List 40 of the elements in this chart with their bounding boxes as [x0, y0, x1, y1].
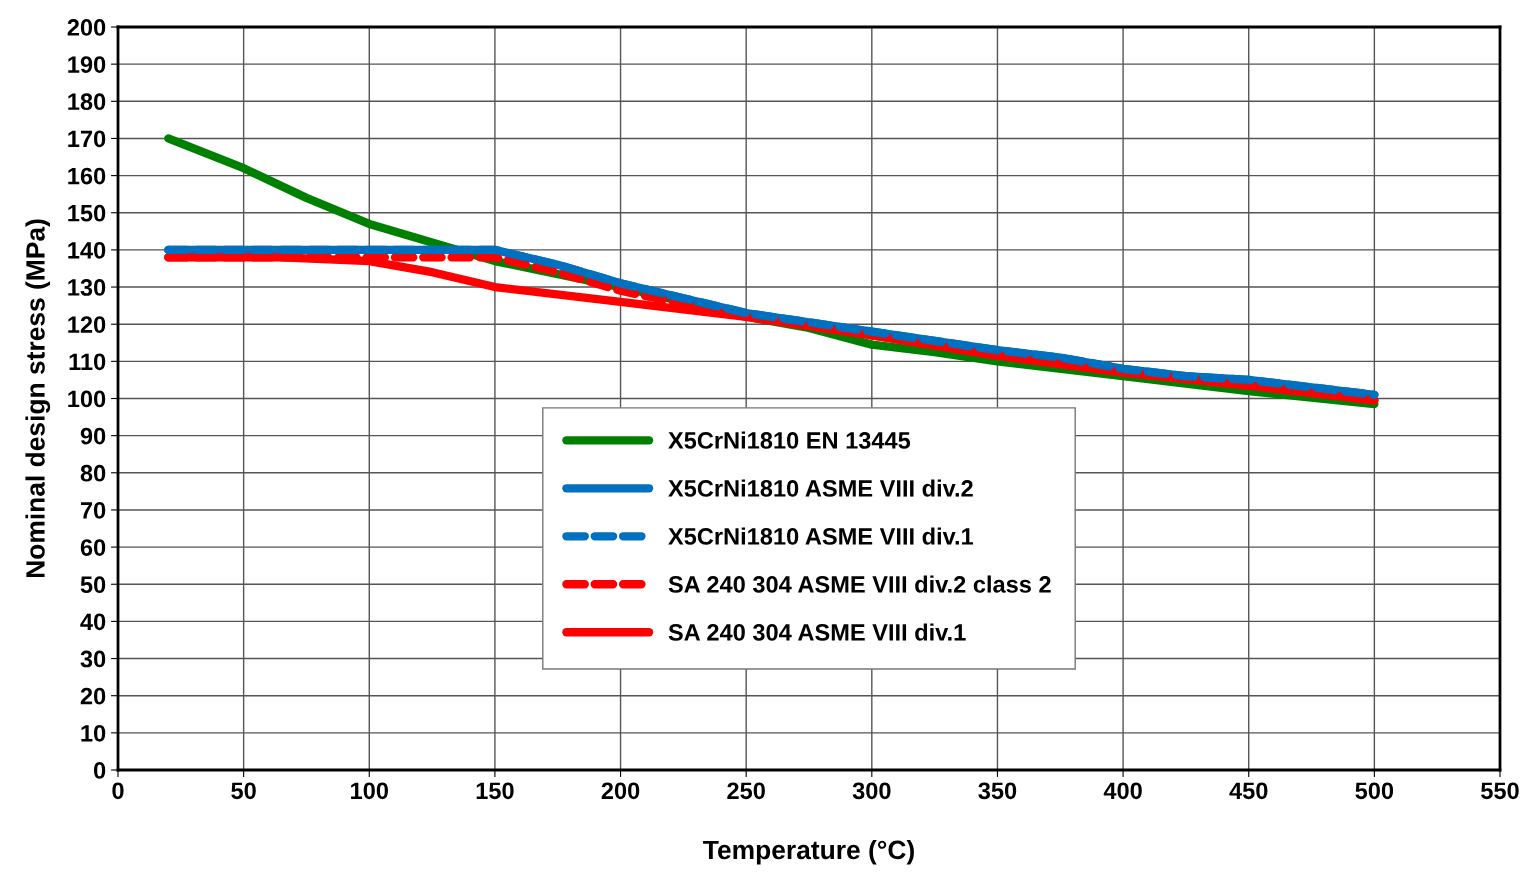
- y-tick-label: 80: [80, 464, 106, 482]
- x-tick-label: 350: [978, 782, 1017, 800]
- legend-label: X5CrNi1810 EN 13445: [668, 431, 911, 449]
- x-tick-label: 500: [1355, 782, 1394, 800]
- legend-label: X5CrNi1810 ASME VIII div.2: [668, 479, 973, 497]
- y-tick-label: 30: [80, 650, 106, 668]
- x-tick-label: 0: [112, 782, 124, 800]
- y-tick-label: 90: [80, 427, 106, 445]
- y-tick-label: 0: [94, 762, 106, 779]
- x-tick-label: 200: [601, 782, 640, 800]
- y-tick-label: 100: [68, 390, 106, 408]
- y-axis-title: Nominal design stress (MPa): [25, 219, 51, 578]
- legend-label: SA 240 304 ASME VIII div.1: [668, 623, 966, 641]
- x-tick-label: 150: [476, 782, 514, 800]
- x-tick-label: 100: [351, 782, 388, 800]
- y-tick-label: 20: [80, 687, 106, 705]
- y-tick-label: 50: [80, 576, 106, 594]
- legend-label: X5CrNi1810 ASME VIII div.1: [668, 527, 974, 545]
- x-tick-label: 550: [1481, 782, 1519, 800]
- y-tick-label: 110: [69, 353, 106, 371]
- y-tick-label: 170: [68, 130, 106, 148]
- x-tick-label: 400: [1103, 782, 1142, 800]
- y-tick-label: 140: [68, 241, 106, 259]
- x-tick-label: 300: [852, 782, 891, 800]
- y-tick-label: 200: [67, 19, 106, 36]
- x-tick-label: 50: [231, 782, 256, 800]
- y-tick-label: 70: [80, 502, 106, 519]
- y-tick-label: 120: [68, 316, 106, 333]
- y-tick-label: 40: [80, 613, 106, 631]
- y-tick-label: 150: [68, 204, 106, 222]
- y-tick-label: 10: [81, 724, 106, 742]
- y-tick-label: 130: [68, 279, 106, 296]
- x-tick-label: 450: [1229, 782, 1268, 800]
- y-tick-label: 60: [80, 539, 106, 556]
- x-tick-label: 250: [727, 782, 765, 800]
- legend-label: SA 240 304 ASME VIII div.2 class 2: [668, 575, 1051, 593]
- y-tick-label: 190: [68, 56, 106, 73]
- x-axis-title: Temperature (°C): [703, 839, 914, 865]
- y-tick-label: 160: [68, 167, 106, 185]
- y-tick-label: 180: [68, 93, 106, 111]
